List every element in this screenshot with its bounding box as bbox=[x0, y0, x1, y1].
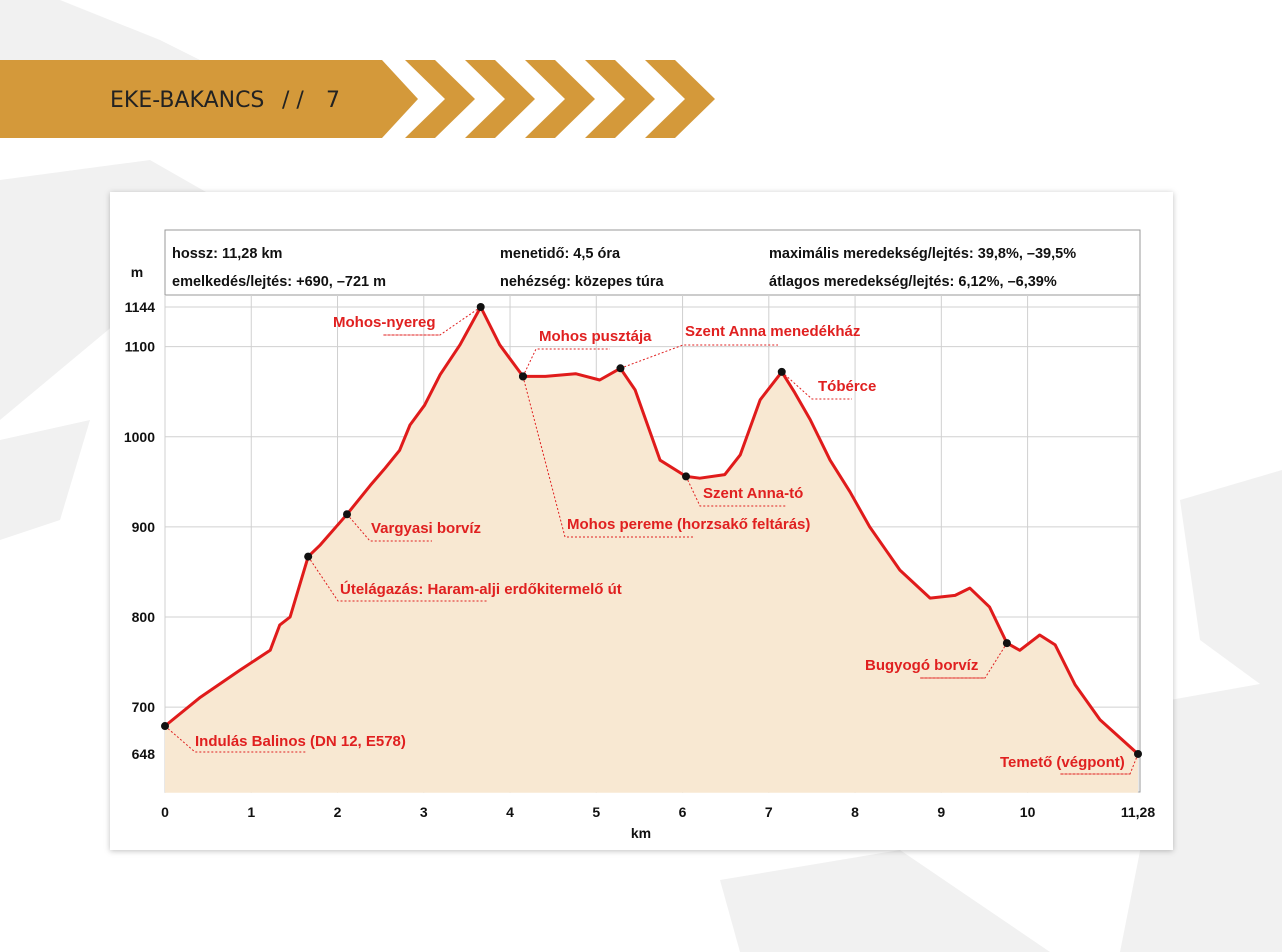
y-tick-label: 1000 bbox=[124, 429, 155, 445]
y-axis-label: m bbox=[131, 264, 143, 280]
x-tick-label: 1 bbox=[247, 804, 255, 820]
waypoint-label: Indulás Balinos (DN 12, E578) bbox=[195, 733, 406, 750]
waypoint-marker bbox=[518, 372, 527, 381]
header-chevrons bbox=[405, 60, 715, 138]
waypoint-marker bbox=[682, 472, 691, 481]
x-tick-label: 8 bbox=[851, 804, 859, 820]
waypoint-label: Mohos pereme (horzsakő feltárás) bbox=[567, 516, 810, 533]
waypoint-marker bbox=[616, 364, 625, 373]
leader-line bbox=[307, 556, 488, 602]
info-text: átlagos meredekség/lejtés: 6,12%, –6,39% bbox=[769, 274, 1057, 290]
x-axis-label: km bbox=[631, 825, 651, 841]
header-page: 7 bbox=[326, 88, 340, 113]
x-tick-label: 2 bbox=[334, 804, 342, 820]
waypoint-marker bbox=[304, 552, 313, 561]
header-band bbox=[0, 60, 418, 138]
waypoint-label: Szent Anna menedékház bbox=[685, 323, 860, 340]
waypoint-marker bbox=[777, 367, 786, 376]
waypoint-label: Temető (végpont) bbox=[1000, 754, 1125, 771]
x-tick-label: 5 bbox=[592, 804, 600, 820]
info-text: nehézség: közepes túra bbox=[500, 274, 665, 290]
leader-line bbox=[164, 725, 307, 753]
waypoint-marker bbox=[1134, 749, 1142, 758]
x-tick-label: 3 bbox=[420, 804, 428, 820]
waypoint-label: Szent Anna-tó bbox=[703, 485, 803, 502]
leader-line bbox=[685, 476, 786, 507]
plot: hossz: 11,28 km emelkedés/lejtés: +690, –… bbox=[124, 246, 1155, 820]
y-tick-label: 1100 bbox=[125, 339, 156, 355]
waypoint-label: Mohos pusztája bbox=[539, 328, 652, 345]
x-tick-label: 9 bbox=[937, 804, 945, 820]
info-text: emelkedés/lejtés: +690, –721 m bbox=[172, 274, 386, 290]
elevation-line bbox=[164, 305, 1140, 756]
waypoint-label: Mohos-nyereg bbox=[333, 314, 436, 331]
leader-line bbox=[522, 376, 695, 538]
leader-line bbox=[781, 371, 852, 400]
waypoint-label: Bugyogó borvíz bbox=[865, 657, 978, 674]
waypoint-label: Útelágazás: Haram-alji erdőkitermelő út bbox=[340, 580, 622, 598]
x-tick-label: 4 bbox=[506, 804, 514, 820]
x-tick-label: 10 bbox=[1020, 804, 1036, 820]
x-tick-label: 11,28 bbox=[1121, 804, 1155, 820]
leader-line bbox=[920, 642, 1008, 679]
leader-line bbox=[383, 306, 481, 336]
y-tick-label: 900 bbox=[132, 519, 156, 535]
leader-line bbox=[1060, 753, 1139, 775]
info-text: menetidő: 4,5 óra bbox=[500, 246, 621, 262]
info-text: maximális meredekség/lejtés: 39,8%, –39,… bbox=[769, 246, 1076, 262]
x-tick-label: 0 bbox=[161, 804, 169, 820]
waypoint-label: Vargyasi borvíz bbox=[371, 520, 481, 537]
header-title: EKE-BAKANCS bbox=[110, 88, 264, 113]
leader-line bbox=[346, 513, 432, 542]
y-tick-label: 648 bbox=[132, 746, 156, 762]
waypoint-marker bbox=[161, 722, 169, 731]
y-tick-label: 700 bbox=[132, 699, 156, 715]
waypoint-marker bbox=[1002, 639, 1011, 648]
y-tick-label: 1144 bbox=[125, 299, 156, 315]
info-text: hossz: 11,28 km bbox=[172, 246, 282, 262]
x-tick-label: 6 bbox=[679, 804, 687, 820]
elevation-area bbox=[165, 307, 1138, 793]
x-tick-label: 7 bbox=[765, 804, 773, 820]
waypoint-marker bbox=[343, 510, 352, 519]
waypoint-label: Tóbérce bbox=[818, 378, 876, 395]
waypoint-marker bbox=[476, 303, 485, 311]
y-tick-label: 800 bbox=[132, 609, 156, 625]
header-separator: / / bbox=[282, 88, 304, 113]
